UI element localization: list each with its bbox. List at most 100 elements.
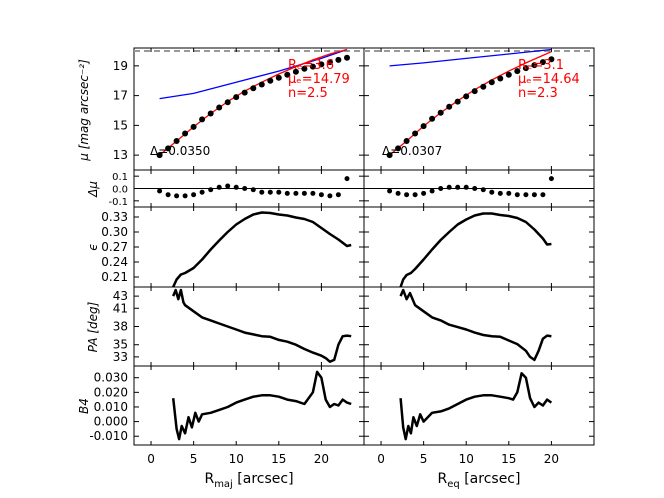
right-residual-point: [404, 192, 410, 198]
right-residual-point: [540, 192, 546, 198]
panel-right-b4: [363, 365, 595, 446]
pa-ytick-label: 43: [113, 289, 128, 303]
left-xtick-label: 0: [147, 452, 155, 466]
left-mu-data-point: [344, 54, 350, 61]
left-residual-point: [310, 190, 316, 196]
dmu-ytick-label: 0.1: [112, 172, 128, 183]
left-residual-point: [165, 192, 171, 198]
ylabel-b4: B4: [77, 398, 91, 414]
left-residual-point: [267, 189, 273, 195]
pa-ytick-label: 38: [113, 320, 128, 334]
b4-ytick-label: 0.020: [94, 385, 128, 399]
right-mu-data-point: [446, 103, 453, 110]
right-param-re: Rₑ=3.1: [518, 58, 564, 73]
right-eps-line: [399, 212, 552, 288]
left-mu-data-point: [267, 77, 274, 84]
right-residual-point: [412, 192, 418, 198]
right-residual-point: [395, 190, 401, 196]
left-residual-point: [199, 189, 205, 195]
right-residual-point: [455, 184, 461, 190]
b4-ytick-label: 0.010: [94, 400, 128, 414]
left-mu-data-point: [173, 138, 180, 144]
right-residual-point: [387, 188, 393, 194]
left-residual-point: [276, 189, 282, 195]
right-mu-data-point: [403, 138, 410, 144]
left-xtick-label: 20: [314, 452, 329, 466]
ylabel-dmu: Δμ: [86, 181, 100, 198]
right-residual-point: [531, 192, 537, 198]
eps-ytick-label: 0.30: [101, 225, 128, 239]
left-b4-line: [171, 370, 352, 441]
right-residual-point: [497, 190, 503, 196]
b4-ytick-label: 0.030: [94, 371, 128, 385]
right-residual-point: [480, 187, 486, 193]
left-param-n: n=2.5: [288, 86, 328, 101]
left-residual-point: [225, 183, 231, 189]
left-mu-data-point: [301, 65, 308, 72]
right-mu-data-point: [437, 109, 444, 116]
right-mu-data-point: [480, 83, 487, 90]
right-pa-line: [399, 288, 552, 362]
right-residual-point: [548, 176, 554, 182]
mu-ytick-label: 15: [113, 118, 128, 132]
right-xtick-label: 20: [544, 452, 559, 466]
right-b4-line: [399, 372, 553, 441]
right-param-mue: μₑ=14.64: [518, 72, 580, 87]
right-mu-data-point: [395, 145, 402, 152]
left-residual-point: [157, 188, 163, 194]
right-mu-data-point: [386, 152, 393, 159]
b4-ytick-label: 0.000: [94, 415, 128, 429]
left-mu-data-point: [335, 56, 342, 63]
right-residual-point: [421, 190, 427, 196]
left-mu-data-point: [207, 110, 214, 117]
right-mu-data-point: [420, 123, 427, 130]
left-residual-point: [327, 193, 333, 199]
xlabel-right-main: R: [438, 471, 448, 487]
left-xtick-label: 5: [190, 452, 198, 466]
left-delta: Δ=0.0350: [150, 144, 210, 158]
xlabel-left-rest: [arcsec]: [233, 471, 294, 487]
left-mu-data-point: [309, 63, 316, 70]
left-mu-data-point: [275, 74, 282, 81]
ylabel-pa: PA [deg]: [86, 301, 100, 352]
pa-ytick-label: 35: [113, 338, 128, 352]
xlabel-right-sub: eq: [447, 479, 460, 490]
left-residual-point: [250, 187, 256, 193]
panel-right-pa: [363, 286, 595, 367]
left-residual-point: [259, 189, 265, 195]
mu-ytick-label: 13: [113, 148, 128, 162]
right-mu-data-point: [471, 88, 478, 95]
left-pa-line: [172, 288, 352, 363]
right-xtick-label: 5: [420, 452, 428, 466]
plot-marks: [134, 48, 594, 441]
eps-ytick-label: 0.24: [101, 255, 128, 269]
right-mu-data-point: [488, 79, 495, 86]
right-mu-data-point: [454, 98, 461, 105]
left-mu-data-point: [182, 130, 189, 137]
left-residual-point: [293, 190, 299, 196]
xlabel-left: Rmaj [arcsec]: [204, 471, 293, 490]
right-residual-point: [506, 190, 512, 196]
right-residual-point: [438, 186, 444, 191]
left-mu-data-point: [224, 99, 231, 106]
xlabel-left-sub: maj: [214, 479, 233, 490]
left-mu-data-point: [233, 94, 240, 101]
left-residual-point: [344, 176, 350, 182]
right-residual-point: [489, 189, 495, 195]
xlabel-right: Req [arcsec]: [438, 471, 521, 490]
right-bulge-component-line: [389, 48, 552, 67]
left-residual-point: [216, 184, 222, 190]
right-mu-data-point: [497, 75, 504, 82]
right-xtick-label: 15: [501, 452, 516, 466]
left-eps-line: [172, 211, 352, 288]
mu-ytick-label: 17: [113, 89, 128, 103]
left-param-mue: μₑ=14.79: [288, 72, 350, 87]
b4-ytick-label: -0.010: [89, 429, 128, 443]
pa-ytick-label: 41: [113, 301, 128, 315]
left-mu-data-point: [216, 104, 223, 111]
right-residual-point: [514, 192, 520, 198]
left-residual-point: [335, 192, 341, 198]
left-mu-data-point: [156, 152, 163, 159]
xlabel-left-main: R: [204, 471, 214, 487]
